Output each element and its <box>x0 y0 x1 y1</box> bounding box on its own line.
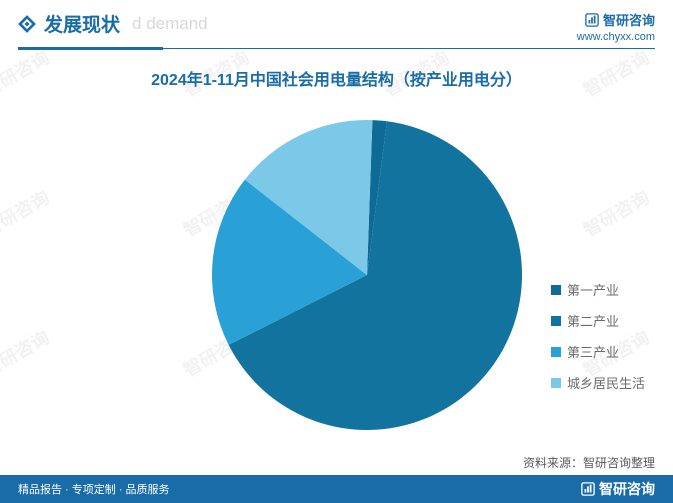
underline-thick <box>18 47 163 50</box>
source-text: 资料来源：智研咨询整理 <box>523 454 655 471</box>
legend-item: 第一产业 <box>551 280 645 299</box>
brand-name: 智研咨询 <box>603 10 655 29</box>
legend-marker <box>551 378 561 388</box>
footer-brand: 智研咨询 <box>581 479 655 499</box>
underline-thin <box>163 48 655 49</box>
legend-label: 第一产业 <box>567 280 619 299</box>
legend-marker <box>551 347 561 357</box>
legend-label: 第三产业 <box>567 342 619 361</box>
diamond-icon <box>18 15 36 33</box>
legend: 第一产业第二产业第三产业城乡居民生活 <box>551 280 645 392</box>
brand-logo-block: 智研咨询 www.chyxx.com <box>577 10 655 43</box>
footer-brand-icon <box>581 482 595 496</box>
header: 发展现状 d demand 智研咨询 www.chyxx.com <box>0 0 673 43</box>
legend-label: 第二产业 <box>567 311 619 330</box>
legend-item: 第二产业 <box>551 311 645 330</box>
pie-svg <box>207 115 527 435</box>
footer-bar: 精品报告 · 专项定制 · 品质服务 智研咨询 <box>0 475 673 503</box>
footer-brand-name: 智研咨询 <box>599 479 655 499</box>
legend-marker <box>551 285 561 295</box>
header-left: 发展现状 d demand <box>0 10 208 37</box>
section-title: 发展现状 <box>44 10 120 37</box>
pie-chart <box>207 115 527 435</box>
footer-tagline: 精品报告 · 专项定制 · 品质服务 <box>18 481 170 497</box>
brand-url: www.chyxx.com <box>577 31 655 43</box>
footer: 资料来源：智研咨询整理 精品报告 · 专项定制 · 品质服务 智研咨询 <box>0 475 673 503</box>
header-underline <box>18 47 655 50</box>
legend-marker <box>551 316 561 326</box>
subtitle-faded: d demand <box>132 14 208 34</box>
chart-area: 第一产业第二产业第三产业城乡居民生活 <box>0 100 673 450</box>
legend-label: 城乡居民生活 <box>567 373 645 392</box>
brand-logo-row: 智研咨询 <box>585 10 655 29</box>
legend-item: 城乡居民生活 <box>551 373 645 392</box>
legend-item: 第三产业 <box>551 342 645 361</box>
chart-title: 2024年1-11月中国社会用电量结构（按产业用电分） <box>0 66 673 90</box>
brand-logo-icon <box>585 13 599 27</box>
